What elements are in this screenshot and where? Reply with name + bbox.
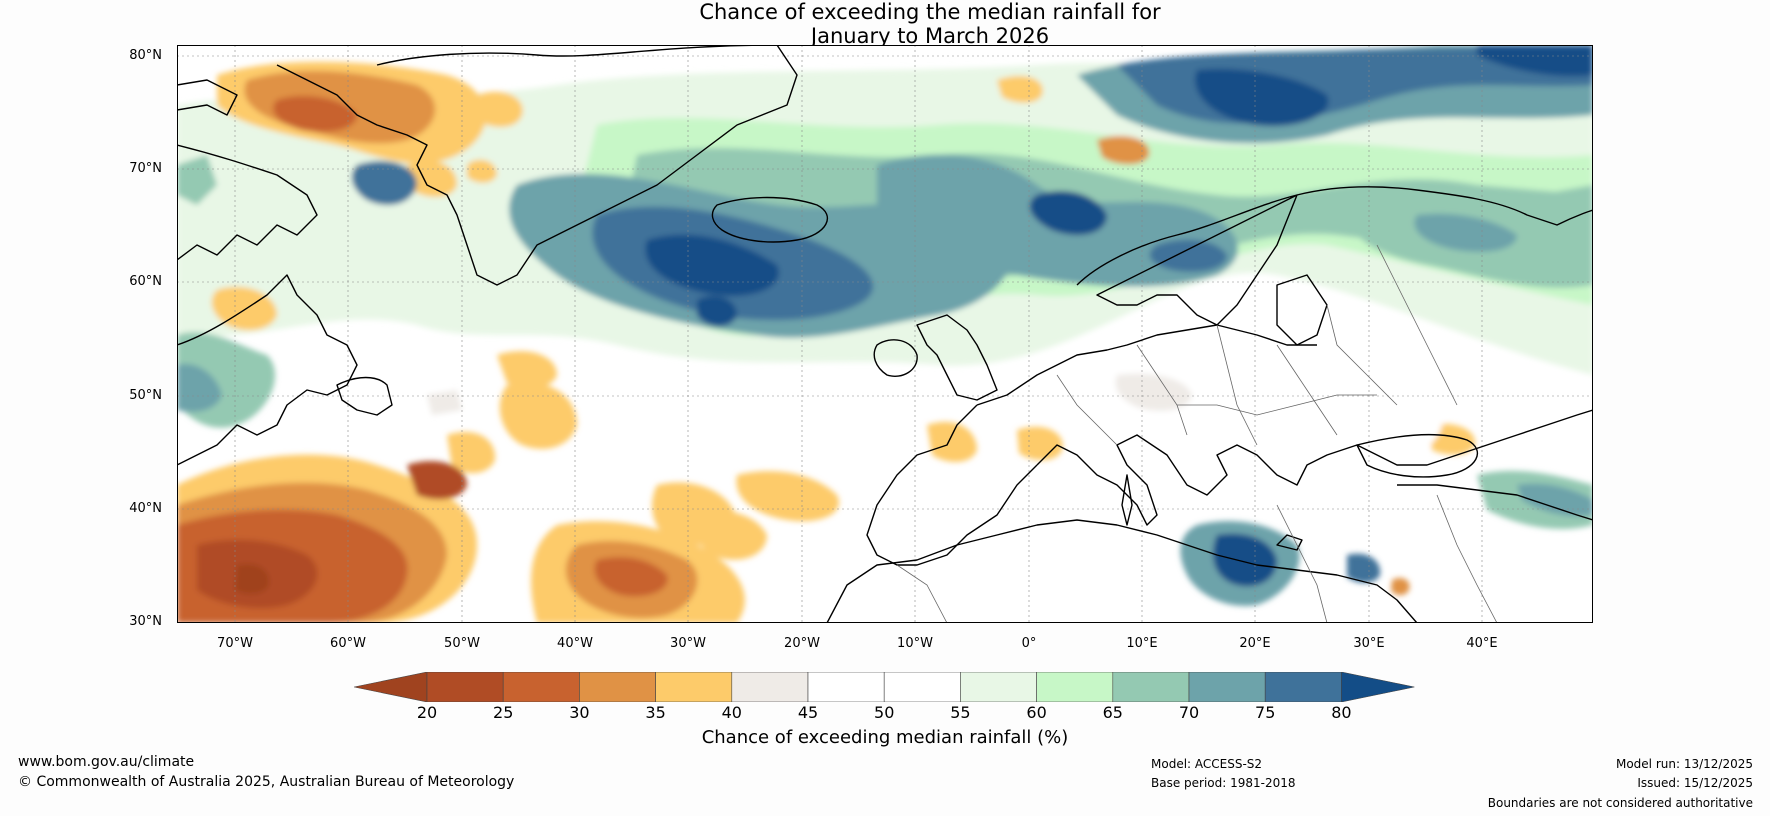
colorbar-segment-65-70 xyxy=(1112,672,1190,702)
colorbar-segment-30-35 xyxy=(579,672,656,702)
colorbar-tick-80: 80 xyxy=(1331,703,1352,722)
colorbar-segment-45-50 xyxy=(807,672,885,702)
colorbar-segment-75-80 xyxy=(1264,672,1342,702)
map-frame xyxy=(177,45,1593,623)
lat-label-60n: 60°N xyxy=(129,274,162,289)
rainfall-probability-map xyxy=(177,45,1593,623)
lon-label-10e: 10°E xyxy=(1126,636,1158,651)
footer-url: www.bom.gov.au/climate xyxy=(18,754,195,770)
lon-label-0: 0° xyxy=(1021,636,1037,651)
colorbar-tick-55: 55 xyxy=(950,703,971,722)
colorbar-segment-50-55 xyxy=(883,672,961,702)
colorbar-tick-50: 50 xyxy=(874,703,895,722)
lon-label-20w: 20°W xyxy=(784,636,820,651)
colorbar-label: Chance of exceeding median rainfall (%) xyxy=(701,727,1069,748)
title-line-2: January to March 2026 xyxy=(810,24,1050,48)
colorbar xyxy=(354,672,1415,702)
colorbar-tick-30: 30 xyxy=(569,703,590,722)
lon-label-40w: 40°W xyxy=(557,636,593,651)
lat-label-30n: 30°N xyxy=(129,614,162,629)
footer-model-run: Model run: 13/12/2025 xyxy=(1615,757,1753,771)
colorbar-segment-70-75 xyxy=(1188,672,1266,702)
lat-label-40n: 40°N xyxy=(129,501,162,516)
colorbar-tick-45: 45 xyxy=(797,703,819,722)
rainfall-field xyxy=(177,45,1593,623)
lon-label-70w: 70°W xyxy=(217,636,253,651)
colorbar-segment-60-65 xyxy=(1036,672,1114,702)
coastlines xyxy=(177,45,1593,623)
footer-base-period: Base period: 1981-2018 xyxy=(1151,776,1296,790)
colorbar-extend-high xyxy=(1341,672,1415,702)
colorbar-extend-low xyxy=(354,672,428,702)
colorbar-tick-60: 60 xyxy=(1026,703,1047,722)
chart-title: Chance of exceeding the median rainfall … xyxy=(0,0,1770,48)
colorbar-tick-70: 70 xyxy=(1178,703,1200,722)
lat-label-70n: 70°N xyxy=(129,161,162,176)
colorbar-tick-40: 40 xyxy=(721,703,742,722)
lon-label-30w: 30°W xyxy=(670,636,706,651)
lon-label-40e: 40°E xyxy=(1466,636,1498,651)
lon-label-20e: 20°E xyxy=(1239,636,1271,651)
lat-label-80n: 80°N xyxy=(129,48,162,63)
colorbar-tick-75: 75 xyxy=(1255,703,1276,722)
footer-disclaimer: Boundaries are not considered authoritat… xyxy=(1487,796,1753,810)
colorbar-tick-35: 35 xyxy=(645,703,666,722)
footer-copyright: © Commonwealth of Australia 2025, Austra… xyxy=(18,774,515,790)
lon-label-60w: 60°W xyxy=(330,636,366,651)
title-line-1: Chance of exceeding the median rainfall … xyxy=(699,0,1161,24)
country-borders xyxy=(896,244,1498,623)
lon-label-30e: 30°E xyxy=(1353,636,1385,651)
colorbar-segment-40-45 xyxy=(731,672,809,702)
colorbar-segment-20-25 xyxy=(426,672,504,702)
lon-label-50w: 50°W xyxy=(444,636,480,651)
colorbar-segment-55-60 xyxy=(960,672,1037,702)
footer-issued: Issued: 15/12/2025 xyxy=(1637,776,1753,790)
lat-label-50n: 50°N xyxy=(129,388,162,403)
colorbar-tick-25: 25 xyxy=(493,703,514,722)
colorbar-tick-65: 65 xyxy=(1102,703,1123,722)
lon-label-10w: 10°W xyxy=(897,636,933,651)
graticule xyxy=(177,45,1593,623)
colorbar-segment-35-40 xyxy=(655,672,733,702)
footer-model: Model: ACCESS-S2 xyxy=(1151,757,1263,771)
colorbar-segment-25-30 xyxy=(502,672,580,702)
colorbar-tick-20: 20 xyxy=(416,703,438,722)
